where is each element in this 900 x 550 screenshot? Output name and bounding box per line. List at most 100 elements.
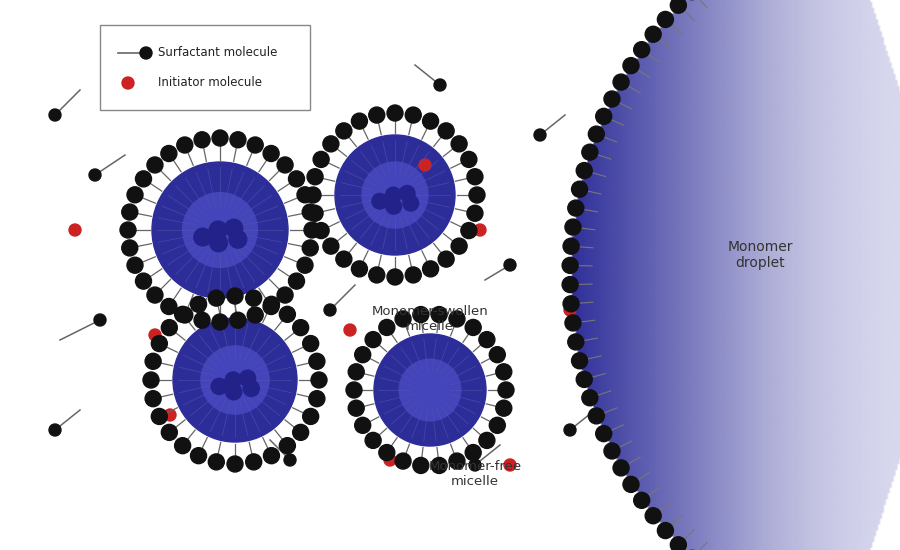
Circle shape: [292, 320, 309, 335]
Circle shape: [379, 444, 395, 460]
Circle shape: [355, 417, 371, 433]
Circle shape: [208, 290, 224, 306]
Circle shape: [405, 267, 421, 283]
Circle shape: [227, 456, 243, 472]
Circle shape: [145, 353, 161, 369]
Circle shape: [449, 453, 465, 469]
Text: Monomer-free
micelle: Monomer-free micelle: [428, 460, 522, 488]
Circle shape: [183, 192, 257, 267]
Circle shape: [400, 359, 461, 421]
Circle shape: [302, 204, 319, 220]
Circle shape: [304, 222, 320, 238]
Circle shape: [152, 162, 288, 298]
Circle shape: [423, 113, 438, 129]
Circle shape: [572, 353, 588, 369]
Circle shape: [212, 378, 228, 394]
Circle shape: [127, 257, 143, 273]
Circle shape: [194, 312, 210, 328]
Circle shape: [568, 334, 584, 350]
Circle shape: [387, 269, 403, 285]
Circle shape: [645, 508, 662, 524]
Circle shape: [670, 537, 687, 550]
Circle shape: [89, 169, 101, 181]
Circle shape: [403, 195, 418, 211]
Circle shape: [230, 312, 246, 328]
Circle shape: [362, 162, 428, 228]
Circle shape: [405, 107, 421, 123]
Circle shape: [386, 199, 401, 214]
Circle shape: [431, 458, 447, 474]
Circle shape: [604, 91, 620, 107]
Circle shape: [69, 224, 81, 236]
Circle shape: [479, 432, 495, 448]
Circle shape: [225, 219, 243, 237]
Circle shape: [623, 58, 639, 74]
Circle shape: [151, 409, 167, 425]
Circle shape: [227, 288, 243, 304]
Circle shape: [151, 336, 167, 351]
Circle shape: [467, 169, 483, 185]
Circle shape: [335, 135, 455, 255]
Circle shape: [645, 26, 662, 42]
Circle shape: [467, 205, 483, 221]
Circle shape: [313, 151, 329, 167]
Circle shape: [565, 315, 581, 331]
Circle shape: [175, 306, 191, 322]
Circle shape: [302, 240, 319, 256]
Circle shape: [372, 194, 388, 209]
Circle shape: [596, 426, 612, 442]
Circle shape: [479, 332, 495, 348]
Circle shape: [613, 460, 629, 476]
Circle shape: [309, 353, 325, 369]
Circle shape: [122, 77, 134, 89]
Circle shape: [634, 492, 650, 508]
Text: Monomer
droplet: Monomer droplet: [727, 240, 793, 270]
Circle shape: [344, 324, 356, 336]
Circle shape: [248, 307, 263, 323]
Circle shape: [346, 382, 362, 398]
Circle shape: [395, 453, 411, 469]
Circle shape: [284, 454, 296, 466]
Circle shape: [297, 187, 313, 203]
Circle shape: [670, 0, 687, 13]
Circle shape: [277, 157, 293, 173]
Circle shape: [336, 123, 352, 139]
Circle shape: [323, 238, 339, 254]
Circle shape: [263, 146, 279, 162]
Circle shape: [176, 307, 193, 323]
Circle shape: [387, 105, 403, 121]
Circle shape: [289, 273, 304, 289]
Circle shape: [581, 144, 598, 160]
Circle shape: [225, 372, 241, 388]
Circle shape: [623, 476, 639, 492]
Circle shape: [374, 334, 486, 446]
Circle shape: [634, 42, 650, 58]
Circle shape: [309, 390, 325, 406]
Circle shape: [572, 181, 588, 197]
Circle shape: [311, 372, 327, 388]
Circle shape: [161, 425, 177, 441]
Circle shape: [413, 306, 428, 322]
Text: Initiator molecule: Initiator molecule: [158, 76, 262, 90]
Circle shape: [451, 238, 467, 254]
Circle shape: [365, 432, 381, 448]
Circle shape: [596, 108, 612, 124]
Circle shape: [400, 185, 415, 201]
Circle shape: [564, 304, 576, 316]
Circle shape: [263, 299, 279, 315]
Circle shape: [379, 320, 395, 335]
Circle shape: [145, 390, 161, 406]
Circle shape: [194, 228, 212, 246]
Circle shape: [175, 438, 191, 454]
Circle shape: [423, 261, 438, 277]
Circle shape: [351, 113, 367, 129]
Circle shape: [365, 332, 381, 348]
Circle shape: [336, 251, 352, 267]
Circle shape: [201, 346, 269, 414]
Circle shape: [563, 296, 579, 312]
Circle shape: [149, 329, 161, 341]
Circle shape: [208, 454, 224, 470]
Circle shape: [657, 12, 673, 28]
Circle shape: [212, 130, 228, 146]
Circle shape: [465, 444, 482, 460]
